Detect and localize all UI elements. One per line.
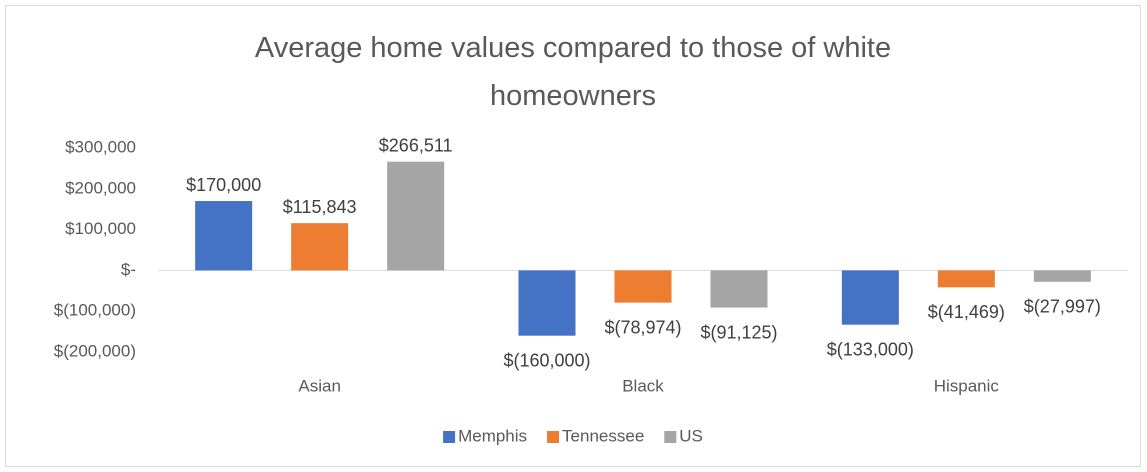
data-label: $115,843	[283, 197, 357, 217]
data-label: $(41,469)	[928, 302, 1005, 322]
bar	[1033, 270, 1091, 282]
data-label: $266,511	[379, 135, 453, 155]
data-label: $(27,997)	[1024, 297, 1101, 317]
y-tick-label: $-	[121, 260, 136, 279]
bar	[518, 270, 576, 336]
bar	[937, 270, 995, 288]
y-tick-label: $100,000	[65, 219, 136, 238]
bar	[614, 270, 672, 303]
data-label: $(160,000)	[503, 350, 590, 370]
y-tick-label: $(200,000)	[54, 341, 136, 360]
bar	[387, 161, 445, 271]
data-label: $(91,125)	[700, 322, 777, 342]
data-label: $(78,974)	[604, 317, 681, 337]
legend-swatch	[443, 431, 456, 443]
legend-label: Memphis	[458, 426, 527, 445]
x-tick-label: Black	[622, 376, 664, 395]
data-label: $(133,000)	[827, 339, 914, 359]
x-tick-label: Hispanic	[934, 376, 1000, 395]
y-tick-label: $200,000	[65, 178, 136, 197]
data-label: $170,000	[186, 175, 261, 195]
bar	[841, 270, 899, 325]
legend-label: US	[679, 426, 703, 445]
chart-border	[5, 5, 1141, 467]
y-tick-label: $(100,000)	[54, 301, 136, 320]
legend-label: Tennessee	[562, 426, 644, 445]
legend-swatch	[547, 431, 560, 443]
bar	[710, 270, 768, 308]
x-tick-label: Asian	[298, 376, 341, 395]
bar	[291, 223, 349, 271]
legend-swatch	[664, 431, 677, 443]
chart-title: Average home values compared to those of…	[254, 32, 892, 112]
bar	[195, 201, 253, 271]
y-tick-label: $300,000	[65, 137, 136, 156]
